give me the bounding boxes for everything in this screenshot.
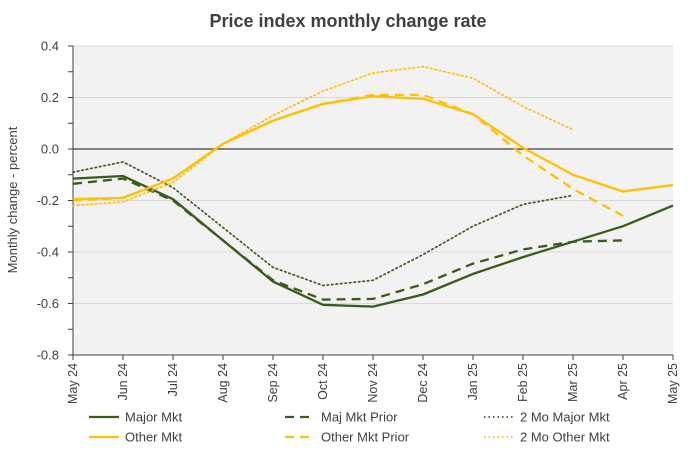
chart-title: Price index monthly change rate: [209, 11, 486, 31]
legend-label: Other Mkt Prior: [321, 430, 410, 445]
y-tick-label: 0.4: [41, 39, 59, 54]
legend-label: Maj Mkt Prior: [321, 410, 398, 425]
y-tick-label: -0.8: [37, 348, 59, 363]
x-tick-label: Feb 25: [516, 363, 530, 402]
y-tick-label: -0.6: [37, 296, 59, 311]
y-axis-title: Monthly change - percent: [5, 126, 20, 273]
legend-label: 2 Mo Major Mkt: [520, 410, 610, 425]
legend-label: Major Mkt: [125, 410, 182, 425]
x-tick-label: May 25: [666, 363, 680, 404]
x-tick-label: Sep 24: [266, 363, 280, 403]
y-tick-label: -0.2: [37, 193, 59, 208]
x-tick-label: Jan 25: [466, 363, 480, 401]
y-tick-label: 0.2: [41, 90, 59, 105]
x-tick-label: Mar 25: [566, 363, 580, 402]
x-tick-label: Nov 24: [366, 363, 380, 403]
y-tick-label: 0.0: [41, 142, 59, 157]
series-line: [72, 177, 624, 301]
legend-label: 2 Mo Other Mkt: [520, 430, 610, 445]
series-line: [72, 93, 624, 217]
series-line: [72, 65, 574, 207]
x-tick-label: Dec 24: [416, 363, 430, 403]
x-tick-label: Aug 24: [216, 363, 230, 403]
x-tick-label: Jul 24: [166, 363, 180, 396]
series-line: [72, 161, 574, 287]
axes: 0.4 0.2 0.0 -0.2 -0.4 -0.6 -0.8 May 24 Jun 24 Jul…: [37, 39, 680, 405]
series-line: [72, 95, 674, 201]
x-tick-label: Apr 25: [616, 363, 630, 400]
legend-label: Other Mkt: [125, 430, 182, 445]
x-tick-label: May 24: [66, 363, 80, 404]
series-lines: [72, 65, 674, 308]
x-tick-label: Jun 24: [116, 363, 130, 401]
legend: Major Mkt Maj Mkt Prior 2 Mo Major Mkt Othe…: [89, 410, 610, 445]
y-tick-label: -0.4: [37, 245, 59, 260]
x-tick-label: Oct 24: [316, 363, 330, 400]
